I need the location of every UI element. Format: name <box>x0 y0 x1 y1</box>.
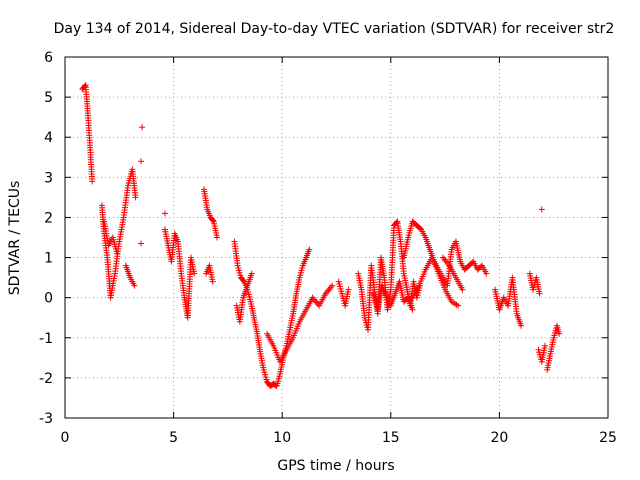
data-point <box>417 225 424 232</box>
data-point <box>240 277 247 284</box>
data-point <box>248 270 255 277</box>
x-tick-label: 5 <box>169 430 178 446</box>
data-point <box>518 322 525 329</box>
data-point <box>131 282 138 289</box>
x-tick-label: 15 <box>382 430 400 446</box>
data-point <box>329 282 336 289</box>
plot-frame <box>64 56 609 419</box>
data-point <box>209 278 216 285</box>
data-point <box>214 234 221 241</box>
y-tick-label: 5 <box>44 90 53 106</box>
data-point <box>483 270 490 277</box>
x-tick-label: 25 <box>599 430 617 446</box>
x-tick-label: 10 <box>273 430 291 446</box>
data-point <box>538 206 545 213</box>
data-point <box>542 342 549 349</box>
data-point <box>132 194 139 201</box>
x-tick-label: 0 <box>61 430 70 446</box>
data-point <box>345 286 352 293</box>
data-point <box>89 178 96 185</box>
data-point <box>409 306 416 313</box>
data-point <box>455 302 462 309</box>
y-tick-label: -1 <box>39 331 53 347</box>
y-tick-label: 2 <box>44 210 53 226</box>
y-tick-label: 1 <box>44 251 53 267</box>
chart-title: Day 134 of 2014, Sidereal Day-to-day VTE… <box>54 21 615 37</box>
x-axis-label: GPS time / hours <box>277 458 394 474</box>
data-point <box>161 210 168 217</box>
data-point <box>138 158 145 165</box>
grid-layer <box>65 57 608 418</box>
y-tick-label: 6 <box>44 50 53 66</box>
data-point <box>114 250 121 257</box>
data-point <box>459 286 466 293</box>
data-points <box>79 82 563 389</box>
data-point <box>536 290 543 297</box>
tick-layer: 0 5 10 15 20 25 -3 -2 -1 0 1 2 3 4 5 6 <box>39 50 617 446</box>
data-point <box>139 124 146 131</box>
y-axis-label: SDTVAR / TECUs <box>7 181 23 296</box>
y-tick-label: 3 <box>44 170 53 186</box>
y-tick-label: -3 <box>39 411 53 427</box>
data-point <box>306 246 313 253</box>
x-tick-label: 20 <box>490 430 508 446</box>
data-point <box>81 83 88 90</box>
y-tick-label: 4 <box>44 130 53 146</box>
data-point <box>191 270 198 277</box>
y-tick-label: 0 <box>44 291 53 307</box>
data-point <box>556 330 563 337</box>
data-point <box>138 240 145 247</box>
data-point <box>393 219 400 226</box>
data-point <box>209 217 216 224</box>
y-tick-label: -2 <box>39 371 53 387</box>
